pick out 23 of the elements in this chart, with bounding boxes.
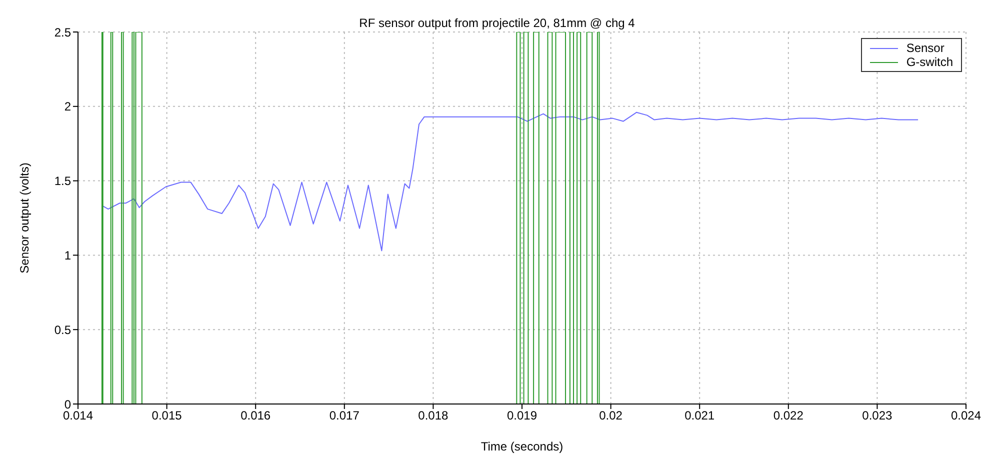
x-tick-label: 0.021 <box>684 408 715 423</box>
y-tick-label: 1.5 <box>54 174 72 188</box>
x-tick-label: 0.022 <box>773 408 804 423</box>
x-tick-label: 0.02 <box>599 408 623 423</box>
x-tick-label: 0.018 <box>418 408 449 423</box>
x-tick-label: 0.016 <box>240 408 271 423</box>
y-tick-label: 2.5 <box>54 25 72 40</box>
x-tick-label: 0.017 <box>329 408 360 423</box>
y-tick-label: 2 <box>64 100 72 114</box>
line-series <box>102 112 919 252</box>
chart-title: RF sensor output from projectile 20, 81mm @ chg 4 <box>359 16 635 30</box>
x-tick-label: 0.014 <box>62 408 94 423</box>
legend-label: Sensor <box>906 41 944 55</box>
y-tick-label: 1 <box>64 248 72 262</box>
x-tick-label: 0.019 <box>506 408 538 423</box>
x-tick-label: 0.015 <box>152 408 182 423</box>
y-axis-title: Sensor output (volts) <box>17 162 32 274</box>
legend-label: G-switch <box>906 55 953 69</box>
y-tick-label: 0 <box>64 397 72 412</box>
y-tick-label: 0.5 <box>54 322 72 337</box>
x-tick-label: 0.024 <box>950 408 982 423</box>
x-axis-title: Time (seconds) <box>480 440 564 454</box>
x-tick-label: 0.023 <box>862 408 893 423</box>
